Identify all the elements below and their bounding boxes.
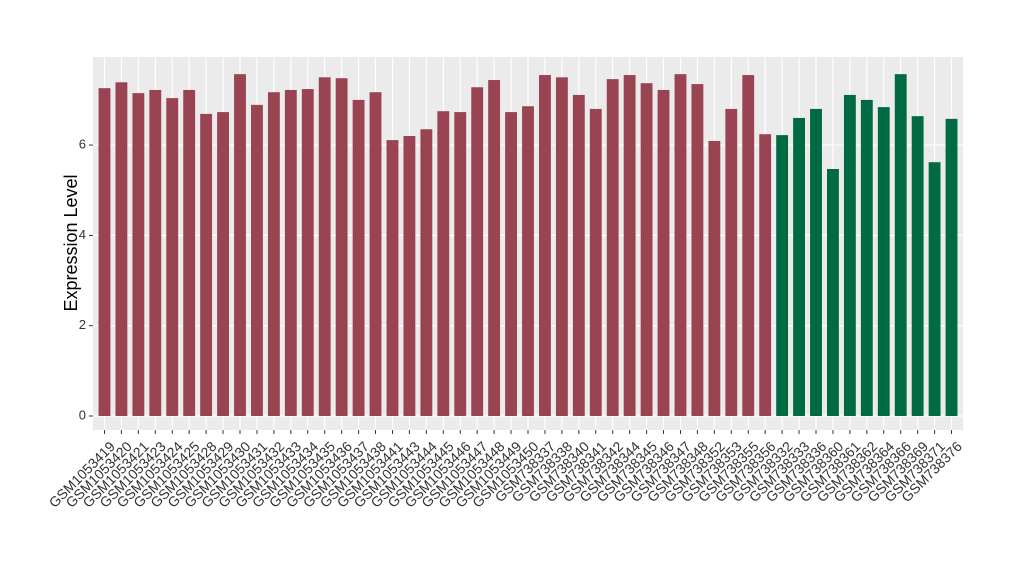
bar [640,83,653,417]
bar [200,113,213,417]
bar [928,162,941,417]
bar [471,87,484,417]
bar [217,112,229,417]
bar [843,94,856,417]
bar [183,89,196,417]
bar [691,84,704,417]
bar [437,111,450,417]
bar [267,92,280,417]
bar [827,168,839,417]
bar [776,135,789,417]
bar [454,112,467,417]
bar [759,134,772,417]
bar [877,107,890,417]
bar [589,108,602,417]
bar [555,77,568,417]
bar [386,140,399,417]
bar [318,77,331,417]
bar [301,89,314,417]
y-tick-label: 4 [79,227,86,242]
bar [115,82,128,417]
bar [860,99,873,417]
bar [488,80,501,417]
bar [539,75,551,417]
y-tick-label: 0 [79,407,86,422]
bar [98,88,111,417]
bar [674,74,687,417]
bar [369,92,382,417]
bar [945,118,958,417]
bar [725,108,738,417]
y-axis-label: Expression Level [61,174,81,311]
bar [708,140,721,417]
bar [403,136,416,417]
bar [505,112,517,417]
bar [522,106,534,417]
bar [793,117,805,417]
bar [623,75,636,417]
bar [352,99,365,417]
bar [251,104,263,417]
bar [657,89,670,417]
bar [420,129,433,417]
bar [234,74,246,417]
y-tick-label: 2 [79,317,86,332]
y-tick-label: 6 [79,136,86,151]
bar [742,75,755,417]
bar [132,93,145,417]
bar [810,108,822,417]
bar [894,74,907,417]
bar [606,79,619,417]
bar [149,89,162,417]
bar [284,89,297,417]
bar [335,78,348,417]
bar [166,98,179,417]
bar [911,116,924,417]
bar [572,94,585,417]
